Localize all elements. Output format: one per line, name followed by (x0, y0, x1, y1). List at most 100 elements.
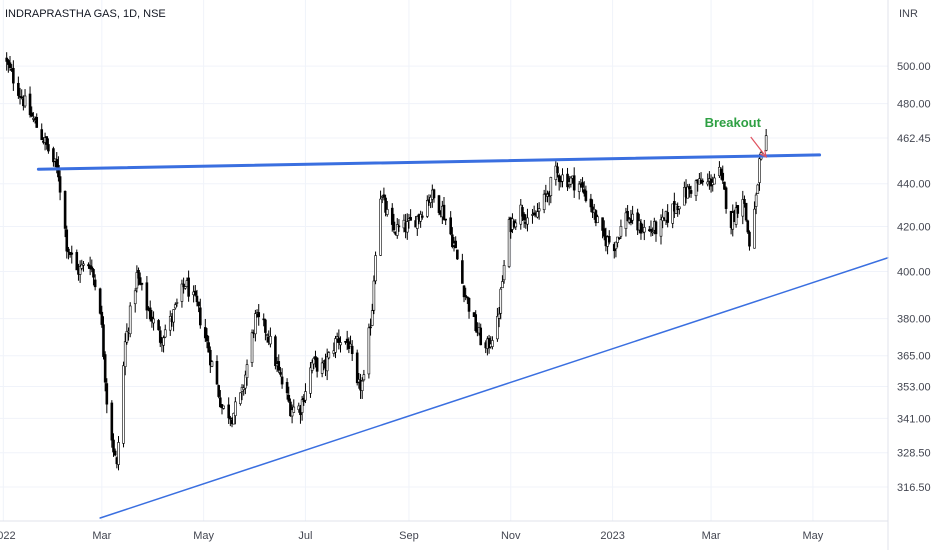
y-tick-label: 353.00 (897, 381, 931, 393)
candle-body (325, 356, 329, 372)
candle-body (536, 211, 539, 218)
candle-body (566, 173, 569, 188)
candle-body (20, 96, 23, 99)
candle-body (289, 401, 292, 417)
candle-body (315, 357, 319, 372)
candle-body (229, 417, 232, 420)
x-tick-label: 2023 (600, 530, 624, 542)
candle-body (269, 335, 272, 345)
candle-body (514, 222, 518, 228)
y-tick-label: 365.00 (897, 351, 931, 363)
candle-body (250, 332, 254, 363)
candle-body (133, 290, 137, 305)
candle-body (135, 272, 139, 289)
candle-body (173, 304, 177, 309)
candle-body (409, 217, 412, 221)
y-tick-label: 316.50 (897, 482, 931, 494)
candle-body (688, 186, 691, 190)
candle-body (187, 277, 190, 297)
candle-body (163, 329, 167, 338)
candle-body (93, 279, 97, 288)
candle-body (557, 175, 561, 182)
candle-body (651, 231, 654, 234)
resistance-trendline[interactable] (36, 153, 822, 171)
candle-body (385, 209, 389, 215)
candlesticks (5, 52, 768, 471)
candle-body (304, 391, 307, 401)
y-tick-label: 462.45 (897, 133, 931, 145)
candle-body (686, 186, 689, 199)
candle-body (205, 334, 209, 342)
candle-body (290, 409, 294, 417)
candle-body (556, 166, 559, 174)
candle-body (549, 177, 553, 196)
candle-body (67, 248, 70, 253)
candle-body (172, 309, 175, 323)
candle-body (753, 208, 756, 249)
candle-body (382, 194, 386, 198)
candle-body (232, 413, 235, 425)
candle-body (90, 266, 94, 270)
candle-body (390, 207, 394, 225)
annotations: Breakout (705, 115, 767, 159)
candle-body (572, 175, 576, 191)
candle-body (148, 307, 152, 320)
candle-body (743, 199, 746, 204)
candle-body (137, 270, 140, 279)
candle-body (23, 95, 27, 107)
breakout-arrow (750, 136, 767, 158)
candle-body (158, 330, 162, 343)
candle-body (744, 202, 748, 221)
candle-body (405, 221, 409, 233)
candle-body (257, 312, 261, 318)
chart-title: INDRAPRASTHA GAS, 1D, NSE (5, 8, 166, 20)
candle-body (145, 282, 149, 311)
candle-body (602, 228, 606, 237)
candle-body (569, 177, 573, 185)
candle-body (584, 190, 588, 201)
candle-body (764, 135, 768, 151)
candle-body (643, 227, 646, 233)
candle-body (370, 310, 374, 326)
x-tick-label: Sep (399, 530, 419, 542)
candle-body (415, 216, 419, 229)
candle-body (467, 297, 471, 312)
candle-body (374, 255, 377, 282)
candle-body (65, 229, 69, 252)
candle-body (32, 118, 35, 120)
candle-body (277, 361, 281, 371)
candle-body (180, 283, 184, 302)
candle-body (607, 235, 611, 243)
candle-body (193, 290, 197, 296)
candle-body (678, 206, 681, 210)
support-trendline[interactable] (99, 257, 889, 519)
candle-body (300, 399, 304, 413)
candle-body (561, 174, 564, 182)
candle-body (58, 176, 62, 193)
candle-body (723, 181, 726, 190)
price-axis[interactable]: 500.00 480.00 462.45 440.00 420.00 400.00 380.… (897, 61, 931, 494)
candle-body (349, 343, 352, 347)
candle-body (334, 338, 337, 353)
candle-body (397, 225, 401, 228)
candle-body (754, 194, 758, 207)
candle-body (629, 218, 633, 223)
candle-body (78, 266, 82, 275)
x-tick-label: Mar (702, 530, 721, 542)
candle-body (581, 182, 584, 188)
candle-body (497, 313, 501, 319)
candle-body (741, 199, 745, 217)
candle-body (421, 215, 424, 218)
candle-body (487, 338, 491, 349)
candle-body (694, 180, 698, 197)
candle-body (474, 314, 478, 332)
candle-body (614, 241, 618, 250)
x-tick-label: 2022 (0, 530, 16, 542)
candle-body (526, 217, 529, 225)
time-axis[interactable]: 2022 Mar May Jul Sep Nov 2023 Mar May (0, 530, 824, 542)
candle-body (464, 295, 467, 297)
candle-body (245, 364, 249, 378)
candle-body (262, 318, 266, 321)
candle-body (384, 197, 387, 213)
